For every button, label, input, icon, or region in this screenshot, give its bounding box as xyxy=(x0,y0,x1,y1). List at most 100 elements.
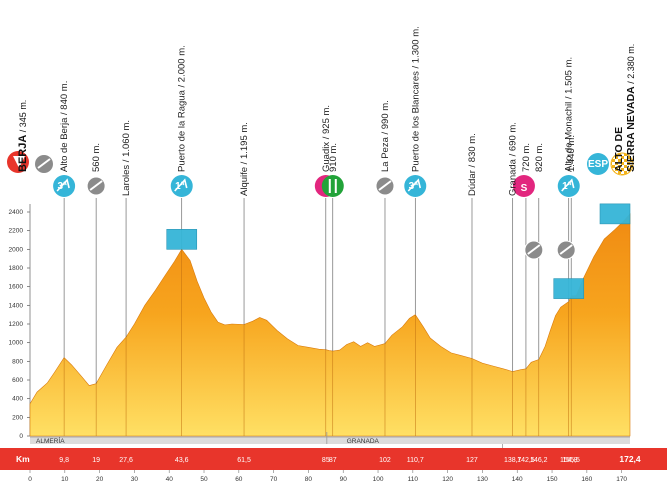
summit-box-0 xyxy=(166,229,198,250)
summit-markers xyxy=(166,203,631,299)
point-label-16-line2: SIERRA NEVADA xyxy=(625,86,637,172)
point-label-1: Alto de Berja / 840 m. xyxy=(59,81,70,172)
km-label-12: 142,5 xyxy=(517,457,535,464)
climb-category-text-14: 1ª xyxy=(562,181,572,192)
special-category-text: ESP xyxy=(588,159,608,170)
y-tick-label-3: 600 xyxy=(12,377,23,384)
km-label-6: 85 xyxy=(322,457,330,464)
point-label-10: Dúdar / 830 m. xyxy=(467,133,478,196)
gray-marker-slope-13 xyxy=(527,244,541,255)
x-tick-label-12: 120 xyxy=(442,476,453,483)
point-label-6: Guadix / 925 m. xyxy=(321,105,332,172)
sprint-icon-text-12: S xyxy=(521,183,528,194)
km-label-7: 87 xyxy=(329,457,337,464)
x-tick-label-7: 70 xyxy=(270,476,278,483)
x-axis: 0 10 20 30 40 50 60 70 80 90 100 110 120 130 140 150 160… xyxy=(28,470,627,483)
gray-marker-slope-8 xyxy=(378,180,392,191)
special-category-icon xyxy=(587,153,609,175)
y-tick-label-5: 1000 xyxy=(9,340,24,347)
finish-flag-icon xyxy=(610,152,634,176)
km-label-15: 155,5 xyxy=(562,457,580,464)
climb-arrow-icon-1 xyxy=(56,178,70,192)
y-tick-label-12: 2400 xyxy=(9,209,24,216)
point-label-14: Alto de Monachil / 1.505 m. xyxy=(564,57,575,172)
km-label-2: 19 xyxy=(92,457,100,464)
climb-arrow-icon-4 xyxy=(174,178,188,192)
summit-box-1 xyxy=(553,278,585,299)
km-label-1: 9,8 xyxy=(59,457,69,464)
gray-marker-slope-0 xyxy=(37,158,51,169)
point-label-2: 560 m. xyxy=(91,143,102,172)
km-label-4: 43,6 xyxy=(175,457,189,464)
x-tick-label-17: 170 xyxy=(616,476,627,483)
x-tick-label-15: 150 xyxy=(547,476,558,483)
point-label-0-name: BERJA xyxy=(17,135,29,172)
climb-category-icon-4 xyxy=(170,175,193,197)
point-label-3: Laroles / 1.060 m. xyxy=(121,120,132,196)
summit-box-2 xyxy=(599,203,631,225)
elevation-profile xyxy=(29,213,631,437)
region-labels: ALMERÍA GRANADA xyxy=(36,432,380,445)
y-tick-label-2: 400 xyxy=(12,396,23,403)
sprint-icon-12 xyxy=(512,175,535,197)
point-label-16-alt: / 2.380 m. xyxy=(626,44,636,87)
x-tick-label-13: 130 xyxy=(477,476,488,483)
point-label-5: Alquife / 1.195 m. xyxy=(239,122,250,196)
x-tick-label-16: 160 xyxy=(581,476,592,483)
climb-category-icon-1 xyxy=(53,175,76,197)
climb-arrow-icon-9 xyxy=(407,178,422,192)
point-label-15: 1.440 m. xyxy=(566,135,577,172)
climb-arrow-icon-14 xyxy=(561,178,575,192)
climb-category-text-1: 3ª xyxy=(57,181,67,192)
climb-category-icon-14 xyxy=(557,175,580,197)
x-tick-label-0: 0 xyxy=(28,476,32,483)
point-label-7: 910 m. xyxy=(328,143,339,172)
gray-marker-slope-2 xyxy=(89,180,103,191)
point-labels: BERJA / 345 m. Alto de Berja / 840 m. 560 … xyxy=(17,26,637,196)
climb-category-icon-9 xyxy=(404,175,427,197)
point-label-4: Puerto de la Ragua / 2.000 m. xyxy=(177,45,188,172)
point-label-0: BERJA / 345 m. xyxy=(17,100,29,172)
km-label-11: 138,7 xyxy=(504,457,522,464)
km-labels: Km 9,8 19 27,6 43,6 61,5 85 87 102 110,7 127 138,71… xyxy=(16,444,641,464)
km-label-13: 146,2 xyxy=(530,457,548,464)
point-label-16-line1: ALTO DE xyxy=(613,127,625,172)
point-label-13: 820 m. xyxy=(534,143,545,172)
y-tick-label-6: 1200 xyxy=(9,321,24,328)
region-label-1: GRANADA xyxy=(347,438,380,445)
point-label-0-alt: / 345 m. xyxy=(18,100,28,135)
km-bar xyxy=(0,448,667,470)
x-tick-label-11: 110 xyxy=(408,476,419,483)
x-tick-label-3: 30 xyxy=(131,476,139,483)
x-tick-label-1: 10 xyxy=(61,476,69,483)
x-tick-label-10: 100 xyxy=(373,476,384,483)
start-arrow-icon xyxy=(13,156,25,168)
y-tick-label-4: 800 xyxy=(12,358,23,365)
region-label-0: ALMERÍA xyxy=(36,436,65,445)
y-tick-label-1: 200 xyxy=(12,414,23,421)
km-label-16: 172,4 xyxy=(619,454,641,464)
point-label-9: Puerto de los Blancares / 1.300 m. xyxy=(410,26,421,172)
km-label-3: 27,6 xyxy=(119,457,133,464)
y-tick-label-8: 1600 xyxy=(9,284,24,291)
km-label-0: Km xyxy=(16,454,30,464)
y-tick-label-0: 0 xyxy=(19,433,23,440)
point-label-8: La Peza / 990 m. xyxy=(380,100,391,172)
km-label-14: 154,8 xyxy=(560,457,578,464)
x-tick-label-14: 140 xyxy=(512,476,523,483)
point-drop-lines xyxy=(63,198,572,436)
point-label-12: 720 m. xyxy=(521,143,532,172)
x-tick-label-8: 80 xyxy=(305,476,313,483)
km-label-10: 127 xyxy=(466,457,478,464)
gray-marker-slope-15 xyxy=(559,244,573,255)
point-label-11: Granada / 690 m. xyxy=(508,122,519,196)
km-label-8: 102 xyxy=(379,457,391,464)
x-tick-label-6: 60 xyxy=(235,476,243,483)
y-tick-label-10: 2000 xyxy=(9,246,24,253)
y-tick-label-11: 2200 xyxy=(9,228,24,235)
point-label-16: ALTO DESIERRA NEVADA / 2.380 m. xyxy=(613,44,637,172)
y-axis: 0 200 400 600 800 1000 1200 1400 1600 1800 2000 220… xyxy=(9,204,31,440)
x-tick-label-2: 20 xyxy=(96,476,104,483)
x-tick-label-9: 90 xyxy=(340,476,348,483)
